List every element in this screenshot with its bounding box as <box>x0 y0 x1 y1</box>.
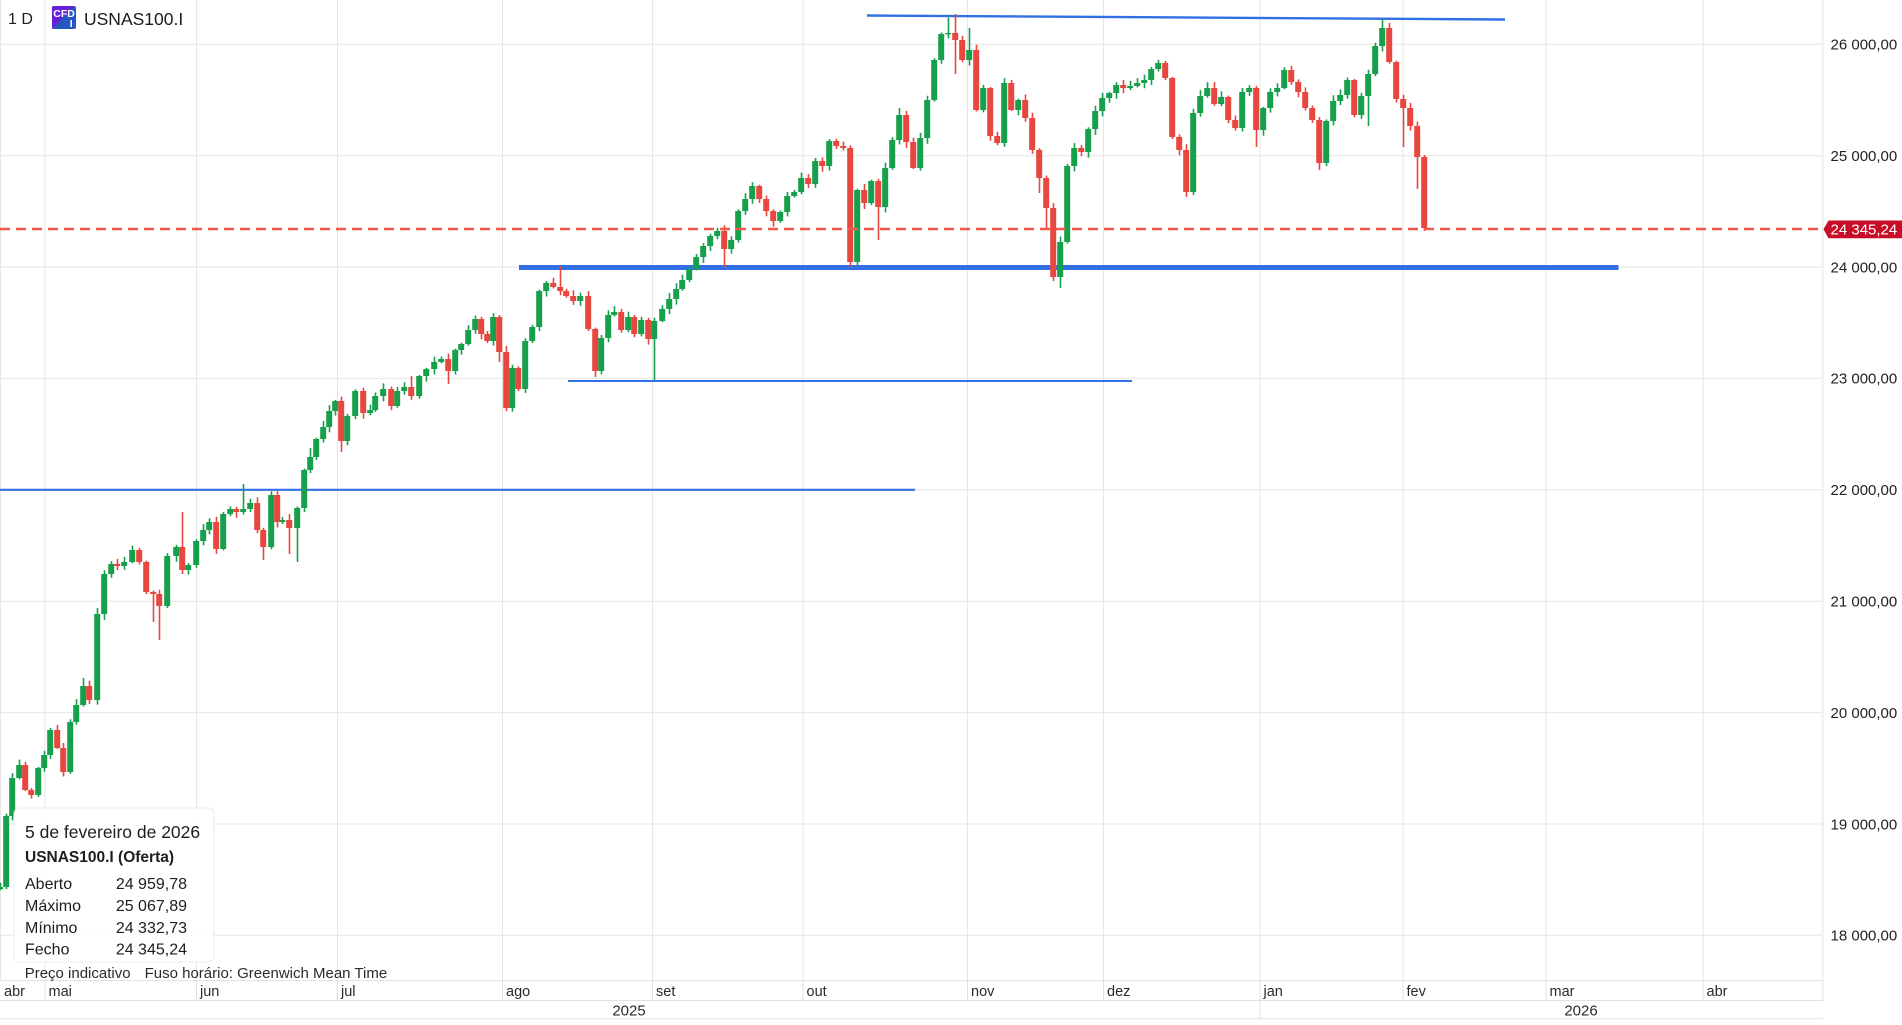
svg-text:I: I <box>70 18 73 30</box>
svg-text:24 959,78: 24 959,78 <box>116 876 187 893</box>
svg-text:Máximo: Máximo <box>25 898 81 915</box>
svg-text:set: set <box>656 984 675 1000</box>
svg-text:24 332,73: 24 332,73 <box>116 920 187 937</box>
svg-text:2026: 2026 <box>1564 1002 1597 1019</box>
svg-text:USNAS100.I: USNAS100.I <box>84 9 183 29</box>
svg-text:Mínimo: Mínimo <box>25 920 78 937</box>
svg-text:abr: abr <box>1707 984 1728 1000</box>
svg-text:24 345,24: 24 345,24 <box>116 942 187 959</box>
svg-text:jun: jun <box>199 984 219 1000</box>
svg-text:2025: 2025 <box>612 1002 645 1019</box>
svg-text:19 000,00: 19 000,00 <box>1831 816 1898 833</box>
svg-text:24 345,24: 24 345,24 <box>1831 221 1898 238</box>
svg-text:25 000,00: 25 000,00 <box>1831 148 1898 165</box>
svg-text:25 067,89: 25 067,89 <box>116 898 187 915</box>
svg-text:5 de fevereiro de 2026: 5 de fevereiro de 2026 <box>25 822 200 842</box>
svg-text:23 000,00: 23 000,00 <box>1831 371 1898 388</box>
svg-text:Fecho: Fecho <box>25 942 70 959</box>
svg-text:26 000,00: 26 000,00 <box>1831 37 1898 54</box>
svg-text:mai: mai <box>49 984 72 1000</box>
svg-text:Aberto: Aberto <box>25 876 72 893</box>
svg-text:24 000,00: 24 000,00 <box>1831 259 1898 276</box>
svg-text:mar: mar <box>1550 984 1575 1000</box>
svg-text:20 000,00: 20 000,00 <box>1831 705 1898 722</box>
svg-text:1 D: 1 D <box>8 11 33 28</box>
svg-text:jan: jan <box>1263 984 1283 1000</box>
svg-text:ago: ago <box>506 984 530 1000</box>
svg-text:jul: jul <box>340 984 356 1000</box>
svg-text:CFD: CFD <box>53 8 75 20</box>
svg-text:21 000,00: 21 000,00 <box>1831 594 1898 611</box>
svg-text:fev: fev <box>1407 984 1427 1000</box>
svg-text:abr: abr <box>4 984 25 1000</box>
svg-text:22 000,00: 22 000,00 <box>1831 482 1898 499</box>
svg-text:Preço indicativo: Preço indicativo <box>25 965 131 982</box>
svg-text:out: out <box>807 984 827 1000</box>
svg-text:Fuso horário: Greenwich Mean T: Fuso horário: Greenwich Mean Time <box>145 965 388 982</box>
svg-text:nov: nov <box>971 984 995 1000</box>
svg-text:dez: dez <box>1107 984 1130 1000</box>
svg-text:USNAS100.I (Oferta): USNAS100.I (Oferta) <box>25 849 174 866</box>
svg-text:18 000,00: 18 000,00 <box>1831 928 1898 945</box>
